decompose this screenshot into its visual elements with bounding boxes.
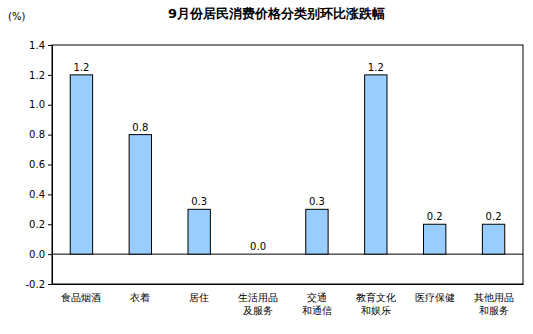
x-tick: 居住 bbox=[189, 284, 209, 303]
y-tick: 1.2 bbox=[29, 70, 52, 81]
data-label: 0.3 bbox=[191, 196, 207, 207]
y-tick-mark bbox=[48, 284, 52, 285]
y-axis-line bbox=[48, 46, 53, 285]
plot: -0.2 0.0 0.2 0.4 0.6 0.8 1.0 1.2 1.4 食品烟酒 衣着 居住 生活用品… bbox=[25, 40, 523, 316]
x-tick-label-line: 交通 bbox=[307, 292, 327, 303]
y-tick-label: 1.0 bbox=[29, 99, 45, 110]
data-label: 0.3 bbox=[309, 196, 325, 207]
data-label: 0.8 bbox=[132, 122, 148, 133]
y-tick-mark bbox=[48, 45, 52, 46]
plot-frame bbox=[52, 45, 523, 284]
y-tick: 0.8 bbox=[29, 129, 52, 140]
y-tick-mark bbox=[48, 135, 52, 136]
x-tick-label-line: 居住 bbox=[189, 292, 209, 303]
bars bbox=[70, 75, 504, 254]
x-tick-label-line: 其他用品 bbox=[474, 292, 514, 303]
x-tick-label-line: 食品烟酒 bbox=[61, 292, 101, 303]
baseline bbox=[52, 254, 523, 255]
y-tick-mark bbox=[48, 254, 52, 255]
chart: 9月份居民消费价格分类别环比涨跌幅(%)-0.20.00.20.40.60.81… bbox=[0, 0, 533, 334]
x-tick-label-line: 和服务 bbox=[479, 305, 509, 316]
y-tick-label: 0.4 bbox=[29, 189, 45, 200]
y-tick-mark bbox=[48, 105, 52, 106]
bar bbox=[365, 75, 387, 254]
x-tick-label: 食品烟酒 bbox=[61, 292, 101, 303]
y-tick-label: 0.8 bbox=[29, 129, 45, 140]
x-tick-label: 医疗保健 bbox=[415, 292, 455, 303]
x-tick-label-line: 生活用品 bbox=[238, 292, 278, 303]
x-tick: 生活用品及服务 bbox=[238, 284, 278, 316]
y-tick-label: -0.2 bbox=[25, 279, 45, 290]
x-tick-label: 居住 bbox=[189, 292, 209, 303]
y-tick: 0.0 bbox=[29, 249, 52, 260]
y-tick: 0.4 bbox=[29, 189, 52, 200]
x-tick: 交通和通信 bbox=[302, 284, 332, 316]
x-tick-label-line: 和通信 bbox=[302, 305, 332, 316]
y-tick-label: 0.6 bbox=[29, 159, 45, 170]
x-tick: 衣着 bbox=[130, 284, 150, 303]
x-tick: 其他用品和服务 bbox=[474, 284, 514, 316]
x-tick-label-line: 及服务 bbox=[243, 305, 273, 316]
y-tick: 1.0 bbox=[29, 99, 52, 110]
y-axis: -0.2 0.0 0.2 0.4 0.6 0.8 1.0 1.2 1.4 bbox=[25, 40, 52, 290]
y-tick-mark bbox=[48, 224, 52, 225]
y-tick-mark bbox=[48, 165, 52, 166]
x-tick-label-line: 衣着 bbox=[130, 292, 150, 303]
x-tick-label: 教育文化和娱乐 bbox=[356, 292, 396, 316]
x-tick-label: 生活用品及服务 bbox=[238, 292, 278, 316]
x-tick-label-line: 教育文化 bbox=[356, 292, 396, 303]
data-label: 0.2 bbox=[427, 211, 443, 222]
x-tick-label-line: 医疗保健 bbox=[415, 292, 455, 303]
bar bbox=[129, 135, 151, 255]
y-tick: 0.6 bbox=[29, 159, 52, 170]
y-tick-label: 0.0 bbox=[29, 249, 45, 260]
title: 9月份居民消费价格分类别环比涨跌幅 bbox=[168, 6, 385, 21]
y-axis-label: (%) bbox=[8, 11, 25, 22]
x-tick: 医疗保健 bbox=[415, 284, 455, 303]
x-axis: 食品烟酒衣着居住生活用品及服务交通和通信教育文化和娱乐医疗保健其他用品和服务 bbox=[53, 284, 524, 316]
bar bbox=[424, 224, 446, 254]
y-tick: 0.2 bbox=[29, 219, 52, 230]
y-tick: 1.4 bbox=[29, 40, 52, 51]
bar bbox=[70, 75, 92, 254]
data-label: 1.2 bbox=[368, 62, 384, 73]
data-label: 1.2 bbox=[73, 62, 89, 73]
x-tick: 教育文化和娱乐 bbox=[356, 284, 396, 316]
x-tick-label-line: 和娱乐 bbox=[361, 305, 391, 316]
y-tick-mark bbox=[48, 194, 52, 195]
x-tick-label: 交通和通信 bbox=[302, 292, 332, 316]
bar bbox=[482, 224, 504, 254]
y-tick-label: 1.4 bbox=[29, 40, 45, 51]
data-label: 0.2 bbox=[486, 211, 502, 222]
data-label: 0.0 bbox=[250, 241, 266, 252]
bar bbox=[247, 254, 269, 255]
y-tick-label: 1.2 bbox=[29, 70, 45, 81]
y-tick: -0.2 bbox=[25, 279, 52, 290]
x-tick-label: 衣着 bbox=[130, 292, 150, 303]
x-tick-label: 其他用品和服务 bbox=[474, 292, 514, 316]
bar bbox=[306, 209, 328, 254]
bar bbox=[188, 209, 210, 254]
x-axis-line bbox=[53, 284, 524, 285]
data-labels: 1.2 0.8 0.3 0.0 0.3 1.2 0.2 0.2 bbox=[73, 62, 501, 252]
y-tick-label: 0.2 bbox=[29, 219, 45, 230]
y-tick-mark bbox=[48, 75, 52, 76]
x-tick: 食品烟酒 bbox=[61, 284, 101, 303]
